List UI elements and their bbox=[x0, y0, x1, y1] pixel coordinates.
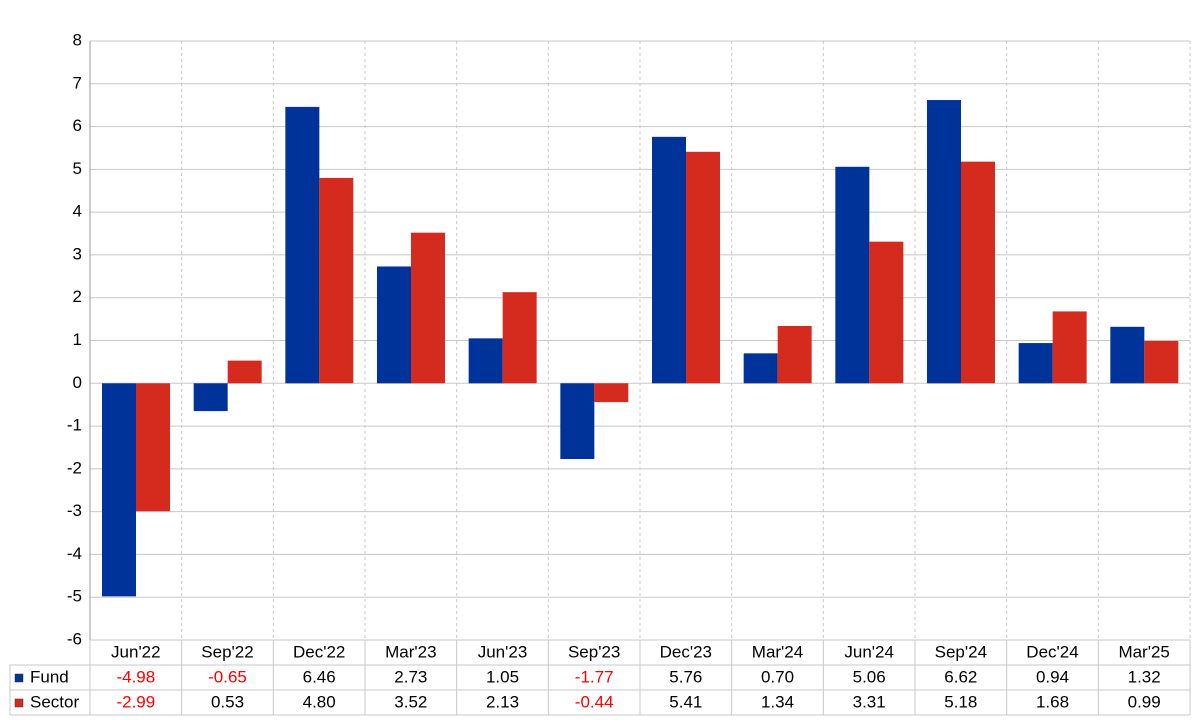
table-value: 5.76 bbox=[669, 667, 702, 686]
y-tick-label: -3 bbox=[67, 501, 82, 520]
x-tick-label: Sep'23 bbox=[568, 642, 620, 661]
legend-swatch bbox=[14, 698, 24, 708]
legend-label: Fund bbox=[30, 667, 69, 686]
x-tick-label: Sep'24 bbox=[935, 642, 987, 661]
bar bbox=[652, 136, 686, 384]
bar bbox=[102, 383, 136, 597]
table-value: 1.68 bbox=[1036, 692, 1069, 711]
y-tick-label: 1 bbox=[73, 330, 82, 349]
y-tick-label: 7 bbox=[73, 73, 82, 92]
table-value: 3.52 bbox=[394, 692, 427, 711]
bar bbox=[411, 232, 445, 384]
bar bbox=[285, 106, 320, 384]
bar bbox=[594, 383, 629, 403]
y-tick-label: -6 bbox=[67, 629, 82, 648]
x-tick-label: Mar'25 bbox=[1118, 642, 1169, 661]
table-value: 0.53 bbox=[211, 692, 244, 711]
table-value: -2.99 bbox=[116, 692, 155, 711]
y-tick-label: -5 bbox=[67, 587, 82, 606]
y-tick-label: 5 bbox=[73, 159, 82, 178]
table-value: 3.31 bbox=[853, 692, 886, 711]
table-value: 1.32 bbox=[1128, 667, 1161, 686]
x-tick-label: Dec'23 bbox=[660, 642, 712, 661]
y-tick-label: -1 bbox=[67, 416, 82, 435]
table-value: -0.65 bbox=[208, 667, 247, 686]
bar bbox=[1144, 340, 1179, 384]
y-tick-label: 6 bbox=[73, 116, 82, 135]
legend-swatch bbox=[14, 673, 24, 683]
bar bbox=[227, 360, 262, 384]
table-value: 1.05 bbox=[486, 667, 519, 686]
x-tick-label: Mar'24 bbox=[752, 642, 803, 661]
y-tick-label: 3 bbox=[73, 244, 82, 263]
y-tick-label: 8 bbox=[73, 30, 82, 49]
bar bbox=[835, 166, 870, 384]
table-value: 0.94 bbox=[1036, 667, 1069, 686]
table-value: 5.06 bbox=[853, 667, 886, 686]
x-tick-label: Dec'24 bbox=[1026, 642, 1078, 661]
table-value: 4.80 bbox=[303, 692, 336, 711]
table-value: 2.73 bbox=[394, 667, 427, 686]
bar bbox=[686, 151, 720, 384]
bar bbox=[927, 100, 961, 384]
y-tick-label: -2 bbox=[67, 458, 82, 477]
bar bbox=[502, 292, 537, 384]
table-value: -4.98 bbox=[116, 667, 155, 686]
x-tick-label: Jun'23 bbox=[478, 642, 528, 661]
table-value: 5.18 bbox=[944, 692, 977, 711]
bar bbox=[136, 383, 170, 512]
bar bbox=[377, 266, 411, 384]
table-value: -0.44 bbox=[575, 692, 614, 711]
x-tick-label: Jun'22 bbox=[111, 642, 161, 661]
table-value: 5.41 bbox=[669, 692, 702, 711]
table-value: 2.13 bbox=[486, 692, 519, 711]
bar bbox=[468, 338, 503, 384]
y-tick-label: 4 bbox=[73, 202, 82, 221]
x-tick-label: Mar'23 bbox=[385, 642, 436, 661]
y-tick-label: -4 bbox=[67, 544, 82, 563]
bar bbox=[743, 353, 778, 384]
bar bbox=[193, 383, 228, 412]
bar bbox=[1052, 311, 1087, 384]
bar bbox=[869, 241, 904, 384]
table-value: 6.46 bbox=[303, 667, 336, 686]
table-value: -1.77 bbox=[575, 667, 614, 686]
x-tick-label: Dec'22 bbox=[293, 642, 345, 661]
bar bbox=[777, 325, 812, 384]
x-tick-label: Jun'24 bbox=[844, 642, 894, 661]
bar bbox=[1018, 343, 1053, 384]
legend-label: Sector bbox=[30, 692, 79, 711]
bar bbox=[1110, 326, 1145, 384]
bar bbox=[319, 177, 354, 384]
bar bbox=[961, 161, 995, 384]
table-value: 0.99 bbox=[1128, 692, 1161, 711]
table-value: 0.70 bbox=[761, 667, 794, 686]
table-value: 6.62 bbox=[944, 667, 977, 686]
y-tick-label: 2 bbox=[73, 287, 82, 306]
table-value: 1.34 bbox=[761, 692, 794, 711]
y-tick-label: 0 bbox=[73, 373, 82, 392]
x-tick-label: Sep'22 bbox=[201, 642, 253, 661]
bar bbox=[560, 383, 595, 460]
